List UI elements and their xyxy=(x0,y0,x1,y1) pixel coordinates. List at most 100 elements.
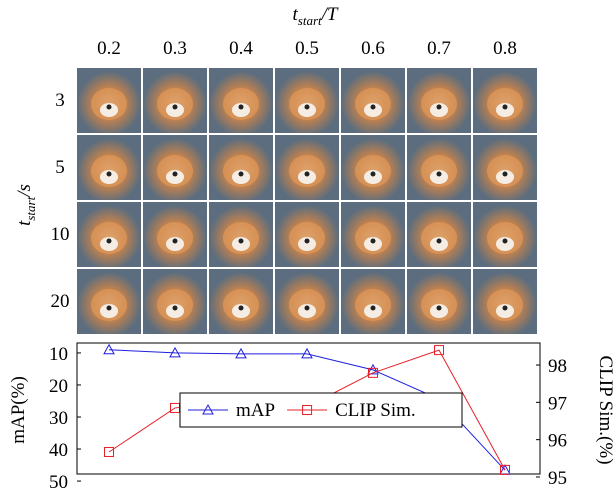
dog-muzzle xyxy=(166,170,184,184)
dog-muzzle xyxy=(298,237,316,251)
dog-nose xyxy=(172,238,178,244)
dog-nose xyxy=(370,238,376,244)
column-label: 0.5 xyxy=(295,38,319,59)
y2-axis-label: CLIP Sim.(%) xyxy=(595,355,615,464)
dog-nose xyxy=(370,104,376,110)
dog-muzzle xyxy=(364,103,382,117)
dog-muzzle xyxy=(166,237,184,251)
dog-muzzle xyxy=(364,170,382,184)
column-label: 0.3 xyxy=(163,38,187,59)
label-rest: /s xyxy=(14,184,35,198)
dog-nose xyxy=(436,305,442,311)
dog-muzzle xyxy=(166,103,184,117)
dog-nose xyxy=(172,171,178,177)
plot-frame xyxy=(76,342,541,475)
dog-muzzle xyxy=(100,304,118,318)
dog-muzzle xyxy=(166,304,184,318)
dog-muzzle xyxy=(100,103,118,117)
dog-muzzle xyxy=(232,103,250,117)
dog-nose xyxy=(370,171,376,177)
dog-nose xyxy=(106,171,112,177)
legend: mAP CLIP Sim. xyxy=(179,392,463,428)
dog-nose xyxy=(304,305,310,311)
legend-label: CLIP Sim. xyxy=(335,400,416,421)
column-label: 0.7 xyxy=(427,38,451,59)
dog-muzzle xyxy=(496,237,514,251)
dog-nose xyxy=(502,238,508,244)
dog-muzzle xyxy=(364,237,382,251)
legend-marker xyxy=(302,405,313,415)
dog-nose xyxy=(370,305,376,311)
data-point xyxy=(104,446,114,457)
data-point xyxy=(367,363,379,375)
data-point xyxy=(169,346,181,358)
dog-nose xyxy=(436,171,442,177)
row-label: 20 xyxy=(51,291,70,312)
data-point xyxy=(368,367,378,378)
row-label: 3 xyxy=(55,90,65,111)
dog-nose xyxy=(238,104,244,110)
dog-muzzle xyxy=(496,170,514,184)
dog-nose xyxy=(238,305,244,311)
dog-muzzle xyxy=(232,170,250,184)
y-tick-label: 40 xyxy=(49,440,68,461)
data-point xyxy=(434,345,444,356)
y2-tick-label: 95 xyxy=(548,468,567,489)
dog-nose xyxy=(304,171,310,177)
y-tick-label: 30 xyxy=(49,408,68,429)
row-label: 10 xyxy=(51,224,70,245)
dog-nose xyxy=(238,171,244,177)
label-base: t xyxy=(293,4,299,25)
data-point xyxy=(235,347,247,359)
dog-muzzle xyxy=(298,103,316,117)
y2-tick-label: 96 xyxy=(548,431,567,452)
dog-nose xyxy=(304,238,310,244)
dog-muzzle xyxy=(232,237,250,251)
dog-muzzle xyxy=(232,304,250,318)
dog-nose xyxy=(106,238,112,244)
dog-muzzle xyxy=(298,170,316,184)
y-tick-label: 10 xyxy=(49,344,68,365)
row-label: 5 xyxy=(55,157,65,178)
y2-tick-label: 98 xyxy=(548,356,567,377)
legend-marker xyxy=(202,403,214,415)
label-base: t xyxy=(14,220,35,226)
dog-nose xyxy=(502,305,508,311)
label-sub: start xyxy=(23,196,38,220)
dog-nose xyxy=(436,104,442,110)
column-label: 0.2 xyxy=(97,38,121,59)
dog-muzzle xyxy=(430,103,448,117)
dog-nose xyxy=(106,305,112,311)
column-label: 0.4 xyxy=(229,38,253,59)
dog-nose xyxy=(304,104,310,110)
column-label: 0.6 xyxy=(361,38,385,59)
dog-nose xyxy=(436,238,442,244)
dog-muzzle xyxy=(100,170,118,184)
dog-muzzle xyxy=(298,304,316,318)
dog-nose xyxy=(238,238,244,244)
y-tick-label: 50 xyxy=(49,472,68,493)
data-point xyxy=(301,347,313,359)
dog-nose xyxy=(502,104,508,110)
y2-tick-label: 97 xyxy=(548,393,567,414)
dog-muzzle xyxy=(496,103,514,117)
y-axis-label: mAP(%) xyxy=(8,376,29,444)
legend-label: mAP xyxy=(236,400,275,421)
dog-muzzle xyxy=(430,237,448,251)
dog-muzzle xyxy=(496,304,514,318)
dog-nose xyxy=(172,104,178,110)
dog-nose xyxy=(502,171,508,177)
dog-muzzle xyxy=(100,237,118,251)
dog-muzzle xyxy=(430,170,448,184)
dog-nose xyxy=(172,305,178,311)
dog-nose xyxy=(106,104,112,110)
label-sub: start xyxy=(298,13,322,28)
data-point xyxy=(500,464,510,475)
dog-muzzle xyxy=(364,304,382,318)
dog-muzzle xyxy=(430,304,448,318)
col-axis-label: tstart/T xyxy=(293,4,339,28)
row-axis-label: tstart/s xyxy=(14,184,38,226)
column-label: 0.8 xyxy=(493,38,517,59)
label-rest: /T xyxy=(321,4,339,25)
